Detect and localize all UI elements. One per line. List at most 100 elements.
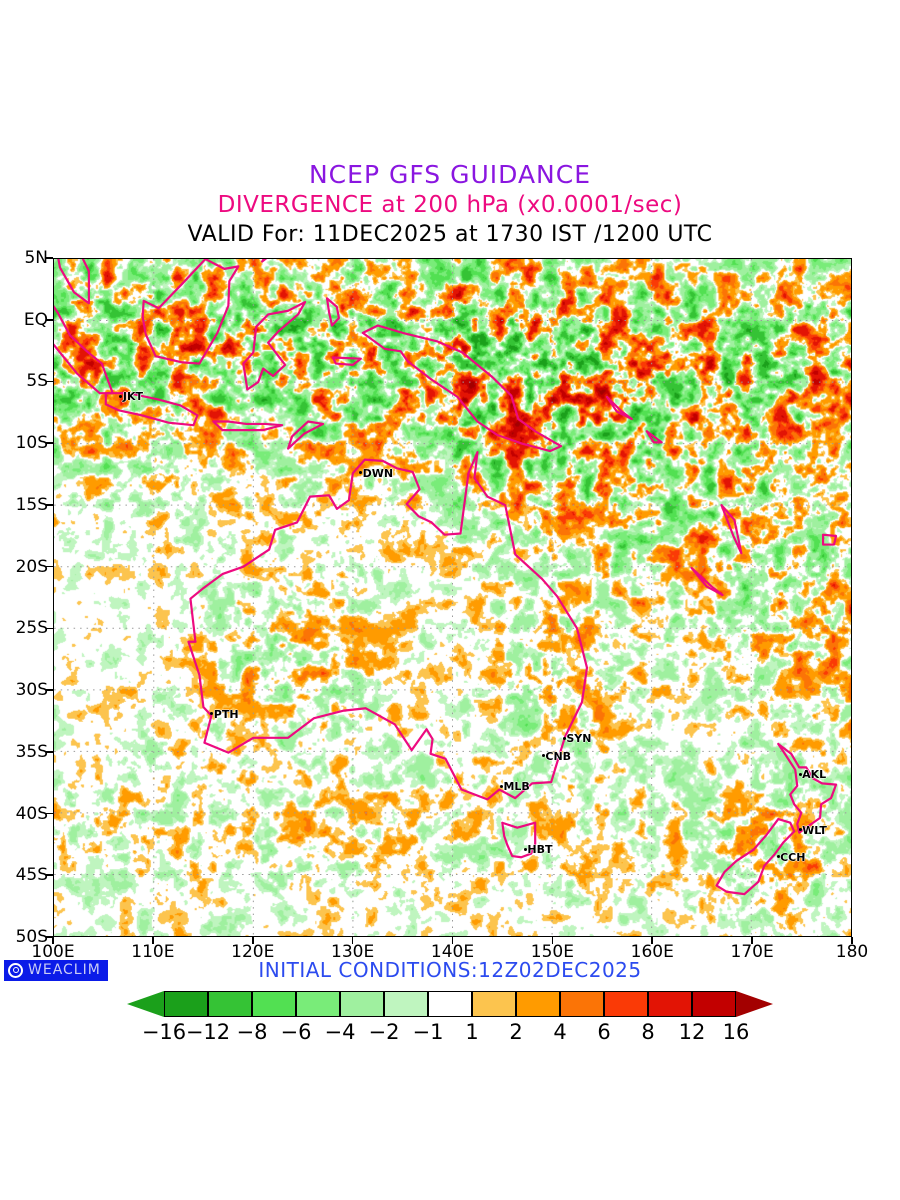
y-axis-tick: [46, 257, 53, 259]
colorbar-segment: [604, 991, 648, 1017]
colorbar-segment: [560, 991, 604, 1017]
colorbar-tick: 2: [509, 1020, 523, 1044]
y-axis-tick: [46, 812, 53, 815]
y-axis-tick: [46, 936, 53, 938]
y-axis-tick: [46, 318, 53, 321]
valid-time-label: VALID For: 11DEC2025 at 1730 IST /1200 U…: [187, 222, 713, 247]
y-axis-tick: [46, 504, 53, 506]
logo-text: WEACLIM: [28, 962, 101, 978]
city-label: PTH: [213, 707, 239, 721]
title-block: NCEP GFS GUIDANCE DIVERGENCE at 200 hPa …: [0, 160, 900, 250]
colorbar: [127, 991, 773, 1017]
x-axis-tick: [251, 937, 254, 944]
coastlines: [54, 259, 838, 896]
colorbar-arrow-left: [127, 991, 164, 1017]
city-marker: [776, 855, 780, 859]
colorbar-segment: [428, 991, 472, 1017]
colorbar-segment: [164, 991, 208, 1017]
colorbar-tick: −12: [185, 1020, 231, 1044]
colorbar-segment: [648, 991, 692, 1017]
x-axis-tick: [751, 937, 753, 944]
city-label: DWN: [362, 466, 394, 480]
x-axis-tick-label: 100E: [31, 942, 75, 962]
city-label: JKT: [122, 390, 144, 404]
page-title: NCEP GFS GUIDANCE: [308, 160, 591, 189]
map-plot-area: [53, 258, 852, 937]
city-marker: [499, 784, 503, 788]
city-marker: [541, 754, 545, 758]
page-subtitle: DIVERGENCE at 200 hPa (x0.0001/sec): [217, 192, 683, 218]
city-marker: [798, 828, 802, 832]
x-axis-tick-label: 150E: [530, 942, 574, 962]
colorbar-tick: 6: [597, 1020, 611, 1044]
y-axis-tick-label: 10S: [15, 433, 48, 454]
colorbar-tick: −2: [368, 1020, 400, 1044]
colorbar-tick: −8: [236, 1020, 268, 1044]
y-axis-tick-label: 40S: [15, 803, 48, 824]
y-axis-tick: [46, 627, 53, 630]
city-marker: [210, 712, 214, 716]
colorbar-tick: −1: [412, 1020, 444, 1044]
colorbar-segment: [692, 991, 736, 1017]
x-axis-tick: [551, 937, 554, 944]
city-marker: [798, 772, 802, 776]
colorbar-segment: [472, 991, 516, 1017]
city-marker: [562, 736, 566, 740]
x-axis-tick-label: 170E: [730, 942, 774, 962]
city-label: HBT: [527, 843, 553, 857]
x-axis-tick-label: 110E: [131, 942, 175, 962]
initial-conditions-label: INITIAL CONDITIONS:12Z02DEC2025: [258, 958, 642, 982]
y-axis-tick-label: 5S: [26, 371, 48, 392]
x-axis-tick-label: 160E: [630, 942, 674, 962]
city-label: SYN: [566, 732, 592, 746]
y-axis-tick-label: 50S: [15, 927, 48, 947]
y-axis-tick-label: 5N: [24, 248, 48, 268]
x-axis-tick: [851, 937, 853, 944]
colorbar-arrow-right: [736, 991, 773, 1017]
x-axis-tick: [351, 937, 354, 944]
y-axis-tick-label: 30S: [15, 680, 48, 701]
y-axis-tick: [46, 874, 53, 877]
y-axis-tick-label: 25S: [15, 618, 48, 639]
x-axis-tick-label: 180: [835, 942, 869, 962]
y-axis-tick: [46, 380, 53, 383]
y-axis-tick-label: EQ: [23, 309, 48, 330]
x-axis-tick-label: 130E: [331, 942, 375, 962]
city-label: CNB: [545, 749, 572, 763]
colorbar-segment: [296, 991, 340, 1017]
y-axis-tick-label: 15S: [15, 494, 48, 515]
colorbar-legend: −16 −12 −8 −6 −4 −2 −1 1 2 4 6 8 12 16: [0, 991, 900, 1046]
y-axis-tick-label: 45S: [15, 865, 48, 886]
grid-lines: [54, 259, 851, 936]
x-axis-tick-label: 140E: [430, 942, 475, 962]
colorbar-tick: −4: [324, 1020, 356, 1044]
city-label: CCH: [780, 850, 806, 864]
city-marker: [523, 847, 527, 851]
y-axis-tick-label: 20S: [15, 556, 48, 577]
y-axis-tick: [46, 689, 53, 691]
colorbar-segment: [340, 991, 384, 1017]
colorbar-tick-labels: −16 −12 −8 −6 −4 −2 −1 1 2 4 6 8 12 16: [127, 1020, 773, 1046]
city-label: AKL: [802, 768, 827, 782]
colorbar-segment: [252, 991, 296, 1017]
y-axis-tick: [46, 565, 53, 568]
colorbar-tick: 8: [641, 1020, 655, 1044]
colorbar-tick: 4: [553, 1020, 567, 1044]
x-axis-tick-label: 120E: [231, 942, 275, 962]
city-label: WLT: [802, 823, 827, 837]
city-label: MLB: [503, 780, 530, 794]
colorbar-tick: 1: [465, 1020, 479, 1044]
x-axis-tick: [152, 937, 154, 944]
y-axis-tick: [46, 751, 53, 753]
x-axis-tick: [52, 937, 54, 944]
y-axis-tick-label: 35S: [15, 741, 48, 762]
colorbar-segment: [516, 991, 560, 1017]
colorbar-tick: −6: [280, 1020, 312, 1044]
colorbar-tick: −16: [141, 1020, 187, 1044]
weaclim-logo: WEACLIM: [4, 960, 108, 981]
x-axis-tick: [451, 937, 454, 944]
colorbar-segment: [208, 991, 252, 1017]
x-axis-tick: [651, 937, 654, 944]
colorbar-segments: [164, 991, 736, 1017]
colorbar-tick: 12: [678, 1020, 706, 1044]
